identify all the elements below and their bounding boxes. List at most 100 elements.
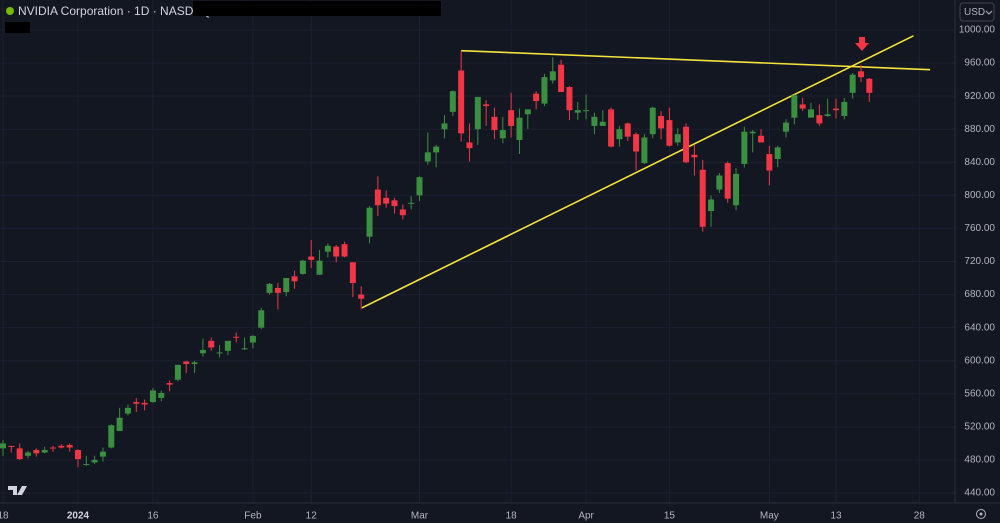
candle-body bbox=[499, 130, 506, 139]
candle-body bbox=[316, 260, 323, 275]
candle-body bbox=[158, 392, 165, 398]
y-tick-label: 880.00 bbox=[964, 124, 995, 135]
candle-body bbox=[774, 147, 781, 159]
candle-body bbox=[716, 175, 723, 190]
candle-body bbox=[374, 189, 381, 206]
candle-body bbox=[533, 93, 540, 102]
candle-body bbox=[516, 117, 523, 140]
candle-body bbox=[358, 294, 365, 299]
candle-body bbox=[799, 104, 806, 109]
candle-body bbox=[749, 131, 756, 134]
y-tick-label: 480.00 bbox=[964, 455, 995, 466]
candle-body bbox=[416, 177, 423, 196]
candle-body bbox=[649, 107, 656, 135]
trendline bbox=[361, 35, 914, 309]
candle-body bbox=[441, 123, 448, 130]
candle-body bbox=[124, 407, 131, 414]
candle-body bbox=[849, 74, 856, 93]
tv-logo[interactable] bbox=[8, 486, 27, 495]
candle-body bbox=[866, 78, 873, 93]
candle-body bbox=[208, 340, 215, 348]
x-tick-label: 18 bbox=[0, 511, 9, 522]
candle-body bbox=[341, 244, 348, 257]
candle-body bbox=[599, 121, 606, 126]
candle-body bbox=[366, 207, 373, 237]
candle-body bbox=[133, 402, 140, 404]
x-tick-label: Mar bbox=[411, 511, 429, 522]
candle-body bbox=[83, 464, 90, 466]
candle-body bbox=[149, 390, 156, 403]
y-tick-label: 440.00 bbox=[964, 488, 995, 499]
y-tick-label: 560.00 bbox=[964, 388, 995, 399]
y-tick-label: 680.00 bbox=[964, 289, 995, 300]
candle-body bbox=[524, 109, 531, 115]
candle-body bbox=[324, 245, 331, 252]
candle-body bbox=[216, 352, 223, 354]
candle-body bbox=[658, 115, 665, 129]
candle-body bbox=[433, 146, 440, 153]
currency-button[interactable] bbox=[959, 2, 995, 22]
candle-body bbox=[633, 134, 640, 152]
candle-body bbox=[0, 443, 6, 449]
candles bbox=[0, 51, 873, 468]
y-tick-label: 640.00 bbox=[964, 322, 995, 333]
candle-body bbox=[699, 169, 706, 227]
candle-body bbox=[199, 349, 206, 354]
candle-body bbox=[66, 445, 73, 448]
candle-body bbox=[174, 364, 181, 380]
candle-body bbox=[641, 137, 648, 164]
grid bbox=[0, 0, 955, 503]
candle-body bbox=[191, 362, 198, 365]
candle-body bbox=[566, 87, 573, 111]
x-tick-label: 2024 bbox=[67, 511, 90, 522]
candle-body bbox=[41, 450, 48, 453]
candle-body bbox=[574, 110, 581, 113]
candle-body bbox=[8, 445, 15, 447]
candle-body bbox=[33, 450, 40, 454]
candle-body bbox=[824, 114, 831, 116]
candle-body bbox=[166, 383, 173, 385]
candle-body bbox=[508, 110, 515, 126]
settings-icon[interactable] bbox=[976, 509, 986, 519]
candle-body bbox=[116, 417, 123, 431]
y-tick-label: 760.00 bbox=[964, 223, 995, 234]
y-tick-label: 960.00 bbox=[964, 58, 995, 69]
x-tick-label: 18 bbox=[506, 511, 518, 522]
candle-body bbox=[258, 310, 265, 328]
candle-body bbox=[466, 142, 473, 149]
candle-body bbox=[474, 96, 481, 130]
x-tick-label: 16 bbox=[147, 511, 159, 522]
y-tick-label: 920.00 bbox=[964, 91, 995, 102]
redacted-box bbox=[5, 22, 30, 33]
candle-body bbox=[708, 199, 715, 212]
candle-body bbox=[291, 276, 298, 282]
candle-body bbox=[624, 123, 631, 137]
candle-body bbox=[683, 126, 690, 163]
y-tick-label: 520.00 bbox=[964, 421, 995, 432]
candle-body bbox=[808, 109, 815, 118]
candle-body bbox=[299, 260, 306, 274]
candle-body bbox=[108, 425, 115, 448]
candle-body bbox=[24, 452, 31, 456]
x-tick-label: May bbox=[760, 511, 779, 522]
x-tick-label: 13 bbox=[830, 511, 842, 522]
candle-body bbox=[16, 448, 23, 460]
y-tick-label: 600.00 bbox=[964, 355, 995, 366]
candle-body bbox=[58, 445, 65, 448]
candle-body bbox=[458, 70, 465, 134]
candle-body bbox=[249, 335, 256, 343]
y-tick-label: 1000.00 bbox=[959, 25, 996, 36]
settings-icon-dot bbox=[979, 512, 983, 516]
candle-body bbox=[766, 154, 773, 171]
candle-body bbox=[833, 108, 839, 111]
candle-body bbox=[183, 361, 190, 365]
candle-body bbox=[266, 283, 273, 293]
candle-body bbox=[783, 122, 790, 132]
candle-body bbox=[399, 209, 406, 216]
candle-body bbox=[308, 256, 315, 260]
candle-body bbox=[224, 340, 231, 351]
candle-body bbox=[857, 71, 864, 78]
dropdown-icon bbox=[985, 10, 993, 15]
candle-body bbox=[666, 120, 673, 146]
